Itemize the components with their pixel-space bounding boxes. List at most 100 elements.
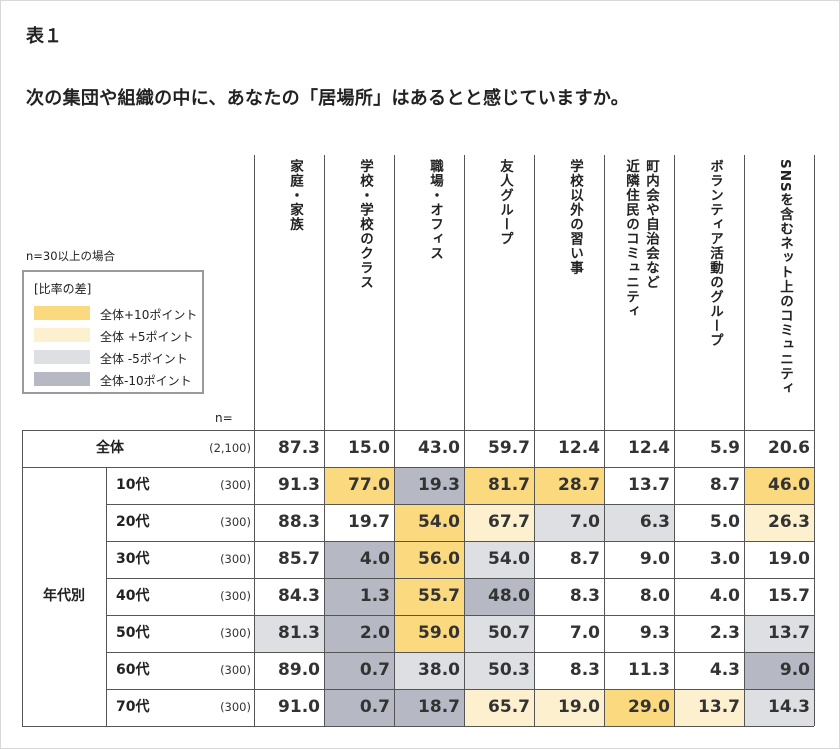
- row-n-value: (300): [220, 552, 251, 566]
- table-cell: 88.3: [278, 512, 320, 532]
- table-cell: 5.0: [709, 512, 740, 532]
- table-cell: 4.3: [709, 660, 740, 680]
- table-cell: 13.7: [628, 475, 670, 495]
- column-header: 家庭・家族: [254, 155, 324, 430]
- column-header-text: 友人グループ: [497, 159, 513, 246]
- n-condition-note: n=30以上の場合: [26, 249, 116, 263]
- row-label-age: 70代: [116, 699, 150, 715]
- table-cell: 9.0: [744, 652, 814, 689]
- table-cell: 15.7: [768, 586, 810, 606]
- legend-swatch: [34, 350, 90, 364]
- row-n-value: (2,100): [209, 441, 251, 455]
- table-cell: 59.7: [488, 438, 530, 458]
- table-cell: 38.0: [394, 652, 464, 689]
- table-cell: 28.7: [534, 467, 604, 504]
- grid-line: [464, 430, 465, 726]
- row-label-age: 20代: [116, 514, 150, 530]
- table-cell: 43.0: [418, 438, 460, 458]
- table-cell: 89.0: [278, 660, 320, 680]
- table-cell: 8.3: [569, 586, 600, 606]
- grid-line: [324, 430, 325, 726]
- table-cell: 7.0: [569, 623, 600, 643]
- grid-line: [106, 578, 814, 579]
- table-cell: 3.0: [709, 549, 740, 569]
- legend-box: [比率の差] 全体+10ポイント 全体 +5ポイント 全体 -5ポイント 全体-…: [22, 270, 204, 394]
- table-cell: 15.0: [348, 438, 390, 458]
- grid-line: [106, 615, 814, 616]
- legend-swatch: [34, 306, 90, 320]
- column-header-text: 学校以外の習い事: [567, 159, 583, 275]
- grid-line: [814, 155, 815, 430]
- column-header: ボランティア活動のグループ: [674, 155, 744, 430]
- legend-swatch: [34, 372, 90, 386]
- table-cell: 87.3: [278, 438, 320, 458]
- table-cell: 12.4: [558, 438, 600, 458]
- group-label: 年代別: [43, 588, 85, 604]
- table-cell: 5.9: [709, 438, 740, 458]
- row-n-value: (300): [220, 589, 251, 603]
- column-header-text: 職場・オフィス: [427, 159, 443, 261]
- table-cell: 4.0: [709, 586, 740, 606]
- table-cell: 77.0: [324, 467, 394, 504]
- row-label-age: 40代: [116, 588, 150, 604]
- column-header-text: ボランティア活動のグループ: [707, 159, 723, 348]
- column-header: 町内会や自治会など 近隣住民のコミュニティ: [604, 155, 674, 430]
- grid-line: [22, 430, 23, 726]
- grid-line: [394, 430, 395, 726]
- table-cell: 26.3: [744, 504, 814, 541]
- grid-line: [106, 504, 814, 505]
- column-header-text: 近隣住民のコミュニティ: [623, 159, 639, 319]
- table-cell: 0.7: [324, 689, 394, 726]
- table-cell: 8.3: [569, 660, 600, 680]
- row-n-value: (300): [220, 515, 251, 529]
- row-label-age: 10代: [116, 477, 150, 493]
- row-n-value: (300): [220, 626, 251, 640]
- table-cell: 18.7: [394, 689, 464, 726]
- table-cell: 91.0: [278, 697, 320, 717]
- table-cell: 56.0: [394, 541, 464, 578]
- legend-label: 全体+10ポイント: [100, 308, 198, 322]
- column-header-text: SNSを含むネット上のコミュニティ: [777, 159, 793, 396]
- table-cell: 0.7: [324, 652, 394, 689]
- table-cell: 13.7: [744, 615, 814, 652]
- column-header-text: 学校・学校のクラス: [357, 159, 373, 290]
- row-n-value: (300): [220, 700, 251, 714]
- table-cell: 81.3: [254, 615, 324, 652]
- table-cell: 19.0: [768, 549, 810, 569]
- row-n-value: (300): [220, 663, 251, 677]
- grid-line: [814, 430, 815, 726]
- question-title: 次の集団や組織の中に、あなたの「居場所」はあるとと感じていますか。: [26, 88, 629, 109]
- grid-line: [106, 467, 107, 726]
- table-cell: 4.0: [324, 541, 394, 578]
- table-cell: 8.7: [569, 549, 600, 569]
- legend-item: 全体 +5ポイント: [34, 328, 194, 344]
- grid-line: [106, 652, 814, 653]
- table-cell: 19.3: [394, 467, 464, 504]
- legend-label: 全体 -5ポイント: [100, 352, 188, 366]
- table-cell: 29.0: [604, 689, 674, 726]
- table-cell: 50.7: [464, 615, 534, 652]
- table-cell: 50.3: [464, 652, 534, 689]
- table-cell: 6.3: [604, 504, 674, 541]
- row-label-total: 全体: [96, 440, 124, 456]
- table-cell: 8.0: [639, 586, 670, 606]
- table-cell: 54.0: [464, 541, 534, 578]
- grid-line: [674, 430, 675, 726]
- column-header-text: 家庭・家族: [287, 159, 303, 232]
- row-n-value: (300): [220, 478, 251, 492]
- table-cell: 14.3: [744, 689, 814, 726]
- table-cell: 1.3: [324, 578, 394, 615]
- table-cell: 81.7: [464, 467, 534, 504]
- column-header-text: 町内会や自治会など: [643, 159, 659, 290]
- table-cell: 65.7: [464, 689, 534, 726]
- grid-line: [106, 541, 814, 542]
- table-label: 表１: [26, 26, 62, 47]
- grid-line: [106, 689, 814, 690]
- table-cell: 91.3: [278, 475, 320, 495]
- table-cell: 9.0: [639, 549, 670, 569]
- row-label-age: 50代: [116, 625, 150, 641]
- grid-line: [22, 430, 814, 431]
- table-cell: 84.3: [278, 586, 320, 606]
- table-cell: 48.0: [464, 578, 534, 615]
- column-header: 学校・学校のクラス: [324, 155, 394, 430]
